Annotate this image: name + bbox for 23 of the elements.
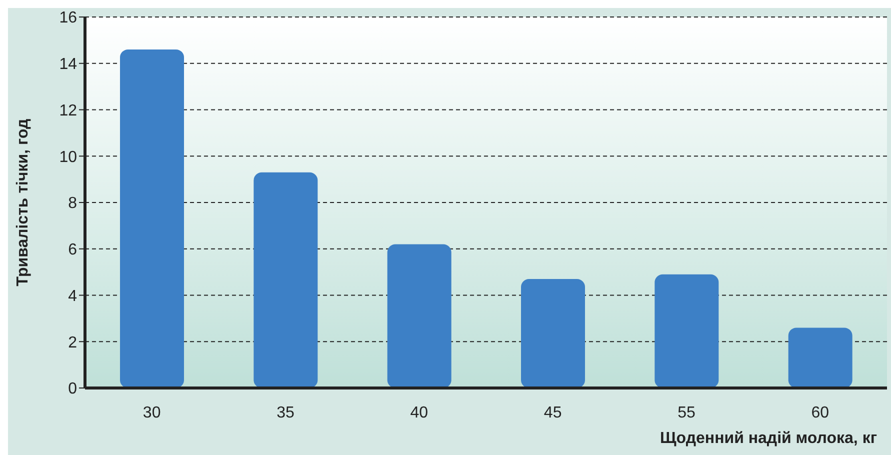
bar [521, 279, 585, 388]
y-tick-label: 6 [68, 242, 78, 259]
x-tick-label: 35 [276, 404, 294, 422]
x-axis-title: Щоденний надій молока, кг [660, 430, 878, 447]
x-tick-label: 45 [544, 404, 562, 422]
y-tick-label: 8 [68, 195, 78, 212]
bar [387, 244, 452, 388]
y-tick-label: 10 [59, 148, 78, 166]
x-tick-label: 60 [811, 404, 830, 422]
bar [120, 49, 184, 388]
bar [788, 328, 852, 388]
y-tick-label: 4 [68, 288, 78, 305]
y-tick-label: 12 [59, 102, 78, 120]
x-tick-label: 30 [142, 404, 161, 422]
y-tick-label: 16 [59, 10, 78, 27]
y-tick-label: 2 [68, 334, 78, 352]
y-axis-title: Тривалість тічки, год [14, 118, 32, 286]
y-tick-label: 0 [68, 380, 78, 398]
bar [254, 172, 318, 388]
x-tick-label: 40 [410, 404, 428, 422]
bar [654, 274, 719, 388]
y-tick-label: 14 [59, 56, 78, 74]
x-tick-label: 55 [678, 404, 696, 422]
